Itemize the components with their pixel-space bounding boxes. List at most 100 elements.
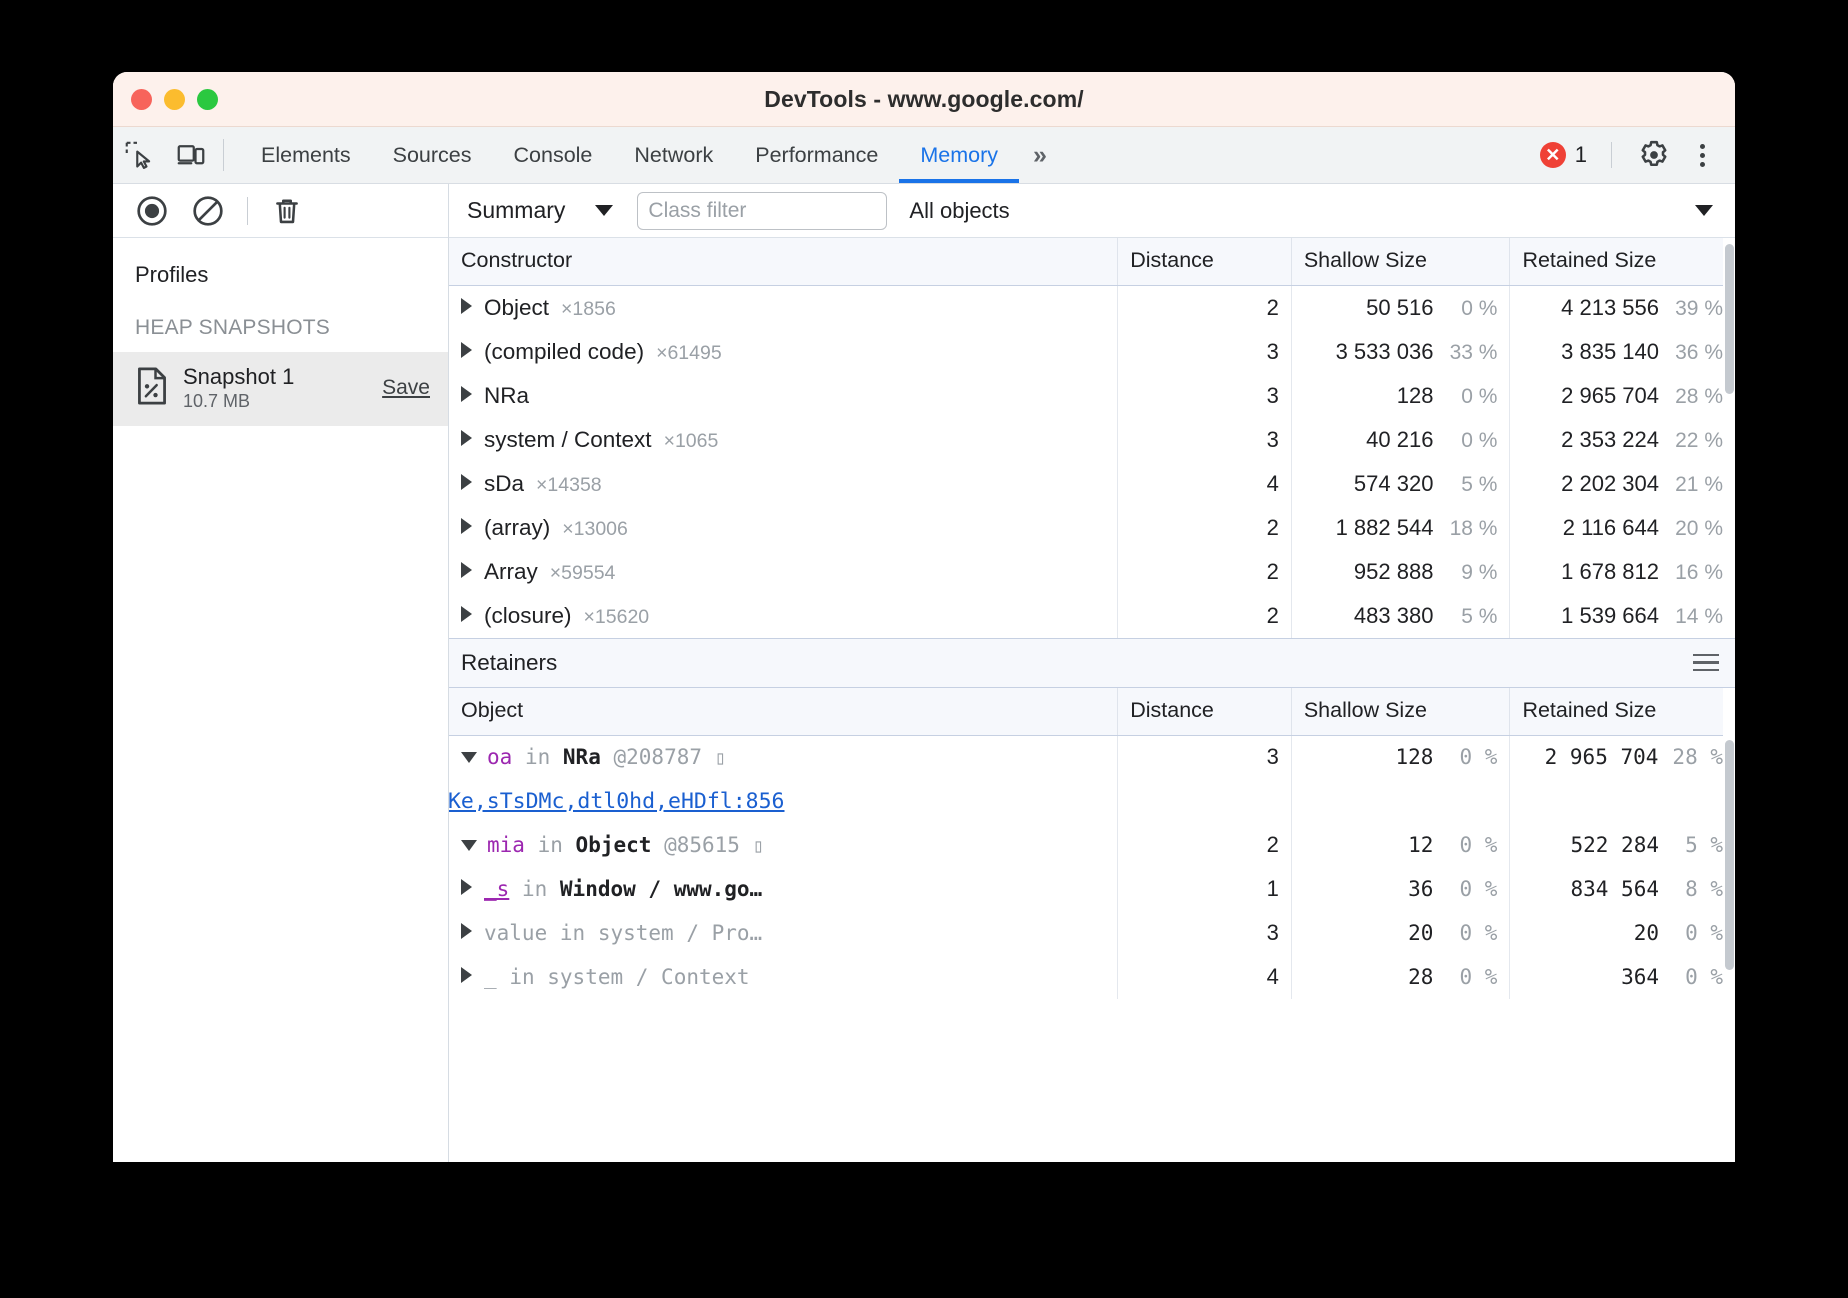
- scrollbar-thumb[interactable]: [1725, 244, 1734, 394]
- table-row[interactable]: (compiled code) ×61495 3 3 533 036 33 % 3 …: [449, 329, 1735, 374]
- retainer-object-cell[interactable]: mia in Object @85615 ▯: [449, 823, 1119, 867]
- tab-performance[interactable]: Performance: [734, 127, 899, 183]
- table-row[interactable]: NRa 3 128 0 % 2 965 704 28 %: [449, 373, 1735, 418]
- column-header-object[interactable]: Object: [449, 687, 1119, 736]
- error-count-badge[interactable]: ✕ 1: [1532, 142, 1595, 168]
- expand-triangle-icon[interactable]: [461, 341, 472, 358]
- constructor-cell[interactable]: sDa ×14358: [449, 461, 1119, 506]
- table-row[interactable]: gKe,sTsDMc,dtl0hd,eHDfl:856: [449, 779, 1735, 823]
- constructor-name: NRa: [484, 382, 530, 408]
- more-tabs-icon[interactable]: »: [1033, 140, 1047, 169]
- expand-triangle-icon[interactable]: [461, 517, 472, 534]
- retainer-object-cell[interactable]: _ in system / Context: [449, 955, 1119, 999]
- retained-size-cell: 2 965 704 28 %: [1510, 374, 1735, 418]
- tab-sources[interactable]: Sources: [372, 127, 493, 183]
- scrollbar-thumb[interactable]: [1725, 739, 1734, 970]
- expand-triangle-icon[interactable]: [461, 297, 472, 314]
- source-location-link[interactable]: gKe,sTsDMc,dtl0hd,eHDfl:856: [449, 788, 785, 814]
- expand-triangle-icon[interactable]: [461, 385, 472, 402]
- constructor-cell[interactable]: system / Context ×1065: [449, 417, 1119, 462]
- retainers-menu-icon[interactable]: [1693, 653, 1719, 672]
- objects-filter-label[interactable]: All objects: [909, 197, 1010, 223]
- column-header-retained-size[interactable]: Retained Size: [1509, 687, 1735, 736]
- table-row[interactable]: value in system / Pro… 3 20 0 % 20 0 %: [449, 911, 1735, 955]
- expand-triangle-icon[interactable]: [461, 605, 472, 622]
- table-row[interactable]: sDa ×14358 4 574 320 5 % 2 202 304 21 %: [449, 461, 1735, 506]
- shallow-size-percent: 0 %: [1459, 921, 1498, 945]
- retainers-scrollbar[interactable]: [1723, 687, 1735, 1162]
- delete-profile-button[interactable]: [266, 190, 308, 232]
- view-mode-select[interactable]: Summary: [467, 197, 614, 224]
- constructor-cell[interactable]: (array) ×13006: [449, 505, 1119, 550]
- snapshot-list-item[interactable]: Snapshot 1 10.7 MB Save: [113, 352, 448, 427]
- shallow-size-percent: 0 %: [1461, 428, 1498, 452]
- retained-size-value: 2 965 704: [1561, 382, 1659, 408]
- retainer-object-cell[interactable]: _s in Window / www.go…: [449, 867, 1119, 911]
- table-row[interactable]: (array) ×13006 2 1 882 544 18 % 2 116 644 2…: [449, 505, 1735, 550]
- retainer-object-cell[interactable]: value in system / Pro…: [449, 911, 1119, 955]
- expand-triangle-icon[interactable]: [461, 967, 472, 983]
- devtools-window: DevTools - www.google.com/: [113, 72, 1735, 1162]
- shallow-size-cell: 12 0 %: [1291, 823, 1511, 867]
- save-snapshot-link[interactable]: Save: [382, 376, 430, 400]
- constructor-cell[interactable]: Object ×1856: [449, 285, 1119, 330]
- table-row[interactable]: (closure) ×15620 2 483 380 5 % 1 539 664 14…: [449, 593, 1735, 638]
- tab-console[interactable]: Console: [493, 127, 614, 183]
- table-row[interactable]: _s in Window / www.go… 1 36 0 % 834 564 8 …: [449, 867, 1735, 911]
- retained-size-percent: 39 %: [1675, 296, 1723, 320]
- retained-size-cell: 1 678 812 16 %: [1510, 550, 1735, 594]
- shallow-size-value: 128: [1395, 745, 1434, 770]
- settings-gear-icon[interactable]: [1628, 139, 1680, 171]
- shallow-size-cell: 3 533 036 33 %: [1291, 329, 1511, 374]
- table-row[interactable]: Object ×1856 2 50 516 0 % 4 213 556 39 %: [449, 285, 1735, 330]
- profiles-header: Profiles: [135, 262, 209, 287]
- inspect-element-icon[interactable]: [113, 127, 165, 183]
- zoom-window-button[interactable]: [197, 88, 218, 110]
- column-header-constructor[interactable]: Constructor: [449, 238, 1119, 286]
- toolbar-divider: [223, 139, 224, 171]
- collapse-triangle-icon[interactable]: [461, 840, 477, 851]
- column-header-distance[interactable]: Distance: [1117, 238, 1292, 286]
- constructor-cell[interactable]: Array ×59554: [449, 549, 1119, 594]
- tab-label: Console: [513, 142, 593, 167]
- class-filter-input[interactable]: [637, 191, 888, 230]
- retained-size-value: 2 116 644: [1562, 514, 1659, 540]
- table-row[interactable]: _ in system / Context 4 28 0 % 364 0 %: [449, 955, 1735, 999]
- collapse-triangle-icon[interactable]: [461, 752, 477, 764]
- missing-glyph-icon: ▯: [714, 747, 727, 770]
- minimize-window-button[interactable]: [164, 88, 185, 110]
- tab-memory[interactable]: Memory: [899, 127, 1019, 183]
- expand-triangle-icon[interactable]: [461, 923, 472, 939]
- constructor-cell[interactable]: (closure) ×15620: [449, 593, 1119, 638]
- table-row[interactable]: mia in Object @85615 ▯ 2 12 0 % 522 284 5 …: [449, 823, 1735, 867]
- expand-triangle-icon[interactable]: [461, 879, 472, 895]
- column-header-shallow-size[interactable]: Shallow Size: [1291, 687, 1511, 736]
- tab-elements[interactable]: Elements: [240, 127, 372, 183]
- constructor-cell[interactable]: NRa: [449, 373, 1119, 418]
- constructors-scrollbar[interactable]: [1723, 238, 1735, 638]
- retained-size-value: 3 835 140: [1561, 338, 1659, 364]
- device-toolbar-icon[interactable]: [165, 127, 217, 183]
- tab-network[interactable]: Network: [613, 127, 734, 183]
- expand-triangle-icon[interactable]: [461, 473, 472, 490]
- table-row[interactable]: Array ×59554 2 952 888 9 % 1 678 812 16 %: [449, 549, 1735, 594]
- window-title-bar: DevTools - www.google.com/: [113, 72, 1735, 127]
- record-heap-snapshot-button[interactable]: [131, 190, 173, 232]
- close-window-button[interactable]: [131, 88, 152, 110]
- column-header-shallow-size[interactable]: Shallow Size: [1291, 238, 1511, 286]
- column-header-distance[interactable]: Distance: [1117, 687, 1292, 736]
- more-options-icon[interactable]: [1686, 143, 1719, 167]
- column-header-retained-size[interactable]: Retained Size: [1509, 238, 1735, 286]
- table-row[interactable]: oa in NRa @208787 ▯ 3 128 0 % 2 965 704 28…: [449, 735, 1735, 779]
- table-row[interactable]: system / Context ×1065 3 40 216 0 % 2 353 …: [449, 417, 1735, 462]
- retainer-object-cell[interactable]: oa in NRa @208787 ▯: [449, 735, 1119, 779]
- constructor-cell[interactable]: (compiled code) ×61495: [449, 329, 1119, 374]
- shallow-size-cell: 128 0 %: [1291, 735, 1511, 779]
- chevron-down-icon[interactable]: [1695, 205, 1713, 216]
- clear-button[interactable]: [187, 190, 229, 232]
- retainer-property: value: [484, 921, 548, 945]
- retainer-source-link-cell[interactable]: gKe,sTsDMc,dtl0hd,eHDfl:856: [449, 779, 1119, 823]
- retainer-node-id: @85615: [664, 833, 740, 857]
- expand-triangle-icon[interactable]: [461, 561, 472, 578]
- expand-triangle-icon[interactable]: [461, 429, 472, 446]
